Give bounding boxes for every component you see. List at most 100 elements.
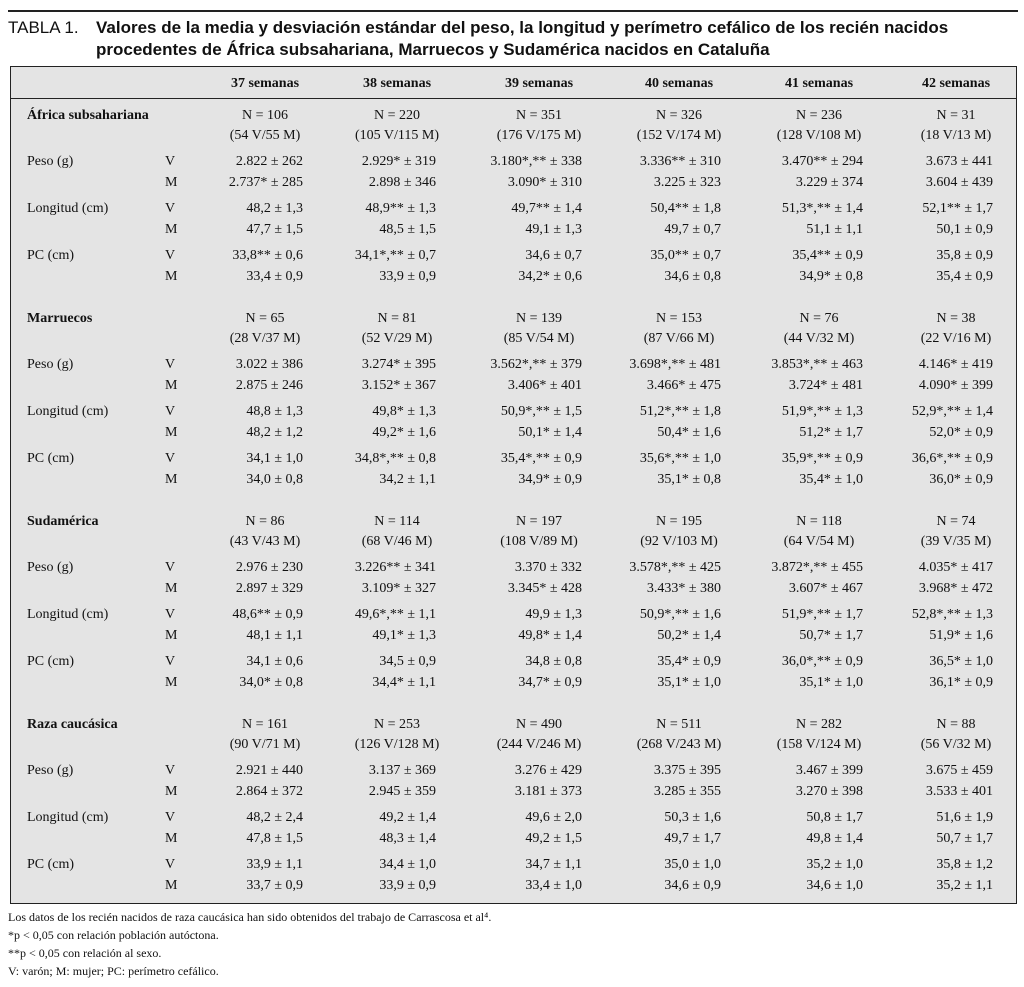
cell-value: 36,0*,** ± 0,9 bbox=[781, 654, 863, 669]
header-rule bbox=[11, 98, 1016, 99]
cell-value: 3.406* ± 401 bbox=[507, 378, 582, 393]
cell-value: 34,4* ± 1,1 bbox=[372, 675, 436, 690]
cell-value: 2.897 ± 329 bbox=[235, 581, 303, 596]
cell-value: 50,9*,** ± 1,5 bbox=[500, 404, 582, 419]
n-count: N = 195 bbox=[655, 514, 702, 529]
cell-value: 35,2 ± 1,1 bbox=[936, 878, 993, 893]
n-count: N = 65 bbox=[245, 311, 285, 326]
cell-value: 49,2 ± 1,4 bbox=[379, 810, 436, 825]
cell-value: 48,2 ± 2,4 bbox=[246, 810, 303, 825]
cell-value: 3.180*,** ± 338 bbox=[490, 154, 582, 169]
n-count: N = 153 bbox=[655, 311, 702, 326]
cell-value: 34,1 ± 0,6 bbox=[246, 654, 303, 669]
cell-value: 3.968* ± 472 bbox=[918, 581, 993, 596]
n-split: (43 V/43 M) bbox=[229, 534, 301, 549]
cell-value: 33,4 ± 0,9 bbox=[246, 269, 303, 284]
n-split: (92 V/103 M) bbox=[640, 534, 718, 549]
cell-value: 34,9* ± 0,9 bbox=[518, 472, 582, 487]
n-count: N = 253 bbox=[373, 717, 420, 732]
measure-label: PC (cm) bbox=[27, 451, 75, 466]
column-header: 39 semanas bbox=[504, 76, 574, 91]
n-split: (44 V/32 M) bbox=[783, 331, 855, 346]
measure-label: PC (cm) bbox=[27, 857, 75, 872]
sex-label: M bbox=[165, 425, 178, 440]
sex-label: V bbox=[165, 607, 176, 622]
cell-value: 52,8*,** ± 1,3 bbox=[911, 607, 993, 622]
n-count: N = 197 bbox=[515, 514, 562, 529]
sex-label: V bbox=[165, 248, 176, 263]
sex-label: M bbox=[165, 269, 178, 284]
sex-label: M bbox=[165, 831, 178, 846]
cell-value: 3.022 ± 386 bbox=[235, 357, 303, 372]
sex-label: V bbox=[165, 154, 176, 169]
cell-value: 2.921 ± 440 bbox=[235, 763, 303, 778]
cell-value: 51,9* ± 1,6 bbox=[929, 628, 993, 643]
sex-label: V bbox=[165, 560, 176, 575]
cell-value: 47,7 ± 1,5 bbox=[246, 222, 303, 237]
measure-label: Peso (g) bbox=[27, 154, 74, 169]
cell-value: 34,2* ± 0,6 bbox=[518, 269, 582, 284]
n-count: N = 86 bbox=[245, 514, 285, 529]
n-count: N = 38 bbox=[936, 311, 976, 326]
n-count: N = 351 bbox=[515, 108, 562, 123]
cell-value: 3.270 ± 398 bbox=[795, 784, 863, 799]
cell-value: 34,6 ± 1,0 bbox=[806, 878, 863, 893]
n-count: N = 326 bbox=[655, 108, 702, 123]
cell-value: 2.945 ± 359 bbox=[368, 784, 436, 799]
n-split: (268 V/243 M) bbox=[636, 737, 722, 752]
measure-label: Longitud (cm) bbox=[27, 404, 109, 419]
cell-value: 48,6** ± 0,9 bbox=[232, 607, 303, 622]
cell-value: 49,8* ± 1,3 bbox=[372, 404, 436, 419]
footnote: **p < 0,05 con relación al sexo. bbox=[8, 946, 162, 960]
cell-value: 34,7* ± 0,9 bbox=[518, 675, 582, 690]
cell-value: 34,8*,** ± 0,8 bbox=[354, 451, 436, 466]
cell-value: 33,9 ± 0,9 bbox=[379, 269, 436, 284]
cell-value: 36,0* ± 0,9 bbox=[929, 472, 993, 487]
cell-value: 3.276 ± 429 bbox=[514, 763, 582, 778]
cell-value: 34,6 ± 0,9 bbox=[664, 878, 721, 893]
cell-value: 50,3 ± 1,6 bbox=[664, 810, 721, 825]
cell-value: 3.562*,** ± 379 bbox=[490, 357, 582, 372]
sex-label: V bbox=[165, 357, 176, 372]
n-split: (152 V/174 M) bbox=[636, 128, 722, 143]
cell-value: 35,9*,** ± 0,9 bbox=[781, 451, 863, 466]
cell-value: 3.467 ± 399 bbox=[795, 763, 863, 778]
cell-value: 50,1* ± 1,4 bbox=[518, 425, 582, 440]
cell-value: 36,6*,** ± 0,9 bbox=[911, 451, 993, 466]
cell-value: 3.698*,** ± 481 bbox=[629, 357, 721, 372]
n-split: (90 V/71 M) bbox=[229, 737, 301, 752]
n-count: N = 490 bbox=[515, 717, 562, 732]
sex-label: M bbox=[165, 878, 178, 893]
cell-value: 51,9*,** ± 1,3 bbox=[781, 404, 863, 419]
cell-value: 35,4* ± 1,0 bbox=[799, 472, 863, 487]
cell-value: 34,5 ± 0,9 bbox=[379, 654, 436, 669]
cell-value: 49,6 ± 2,0 bbox=[525, 810, 582, 825]
cell-value: 3.109* ± 327 bbox=[361, 581, 436, 596]
n-split: (18 V/13 M) bbox=[920, 128, 992, 143]
n-split: (54 V/55 M) bbox=[229, 128, 301, 143]
n-count: N = 220 bbox=[373, 108, 420, 123]
cell-value: 3.673 ± 441 bbox=[925, 154, 993, 169]
cell-value: 3.607* ± 467 bbox=[788, 581, 863, 596]
n-split: (87 V/66 M) bbox=[643, 331, 715, 346]
footnote: Los datos de los recién nacidos de raza … bbox=[8, 910, 492, 924]
n-count: N = 88 bbox=[936, 717, 976, 732]
cell-value: 49,7 ± 1,7 bbox=[664, 831, 721, 846]
n-split: (244 V/246 M) bbox=[496, 737, 582, 752]
n-split: (52 V/29 M) bbox=[361, 331, 433, 346]
cell-value: 3.470** ± 294 bbox=[781, 154, 863, 169]
cell-value: 33,9 ± 0,9 bbox=[379, 878, 436, 893]
cell-value: 49,8* ± 1,4 bbox=[518, 628, 582, 643]
cell-value: 3.533 ± 401 bbox=[925, 784, 993, 799]
cell-value: 51,1 ± 1,1 bbox=[806, 222, 863, 237]
cell-value: 3.433* ± 380 bbox=[646, 581, 721, 596]
cell-value: 4.090* ± 399 bbox=[918, 378, 993, 393]
cell-value: 50,4** ± 1,8 bbox=[650, 201, 721, 216]
n-count: N = 139 bbox=[515, 311, 562, 326]
n-split: (28 V/37 M) bbox=[229, 331, 301, 346]
cell-value: 34,0 ± 0,8 bbox=[246, 472, 303, 487]
sex-label: M bbox=[165, 628, 178, 643]
cell-value: 51,2*,** ± 1,8 bbox=[639, 404, 721, 419]
group-name: Sudamérica bbox=[27, 514, 99, 529]
n-split: (126 V/128 M) bbox=[354, 737, 440, 752]
